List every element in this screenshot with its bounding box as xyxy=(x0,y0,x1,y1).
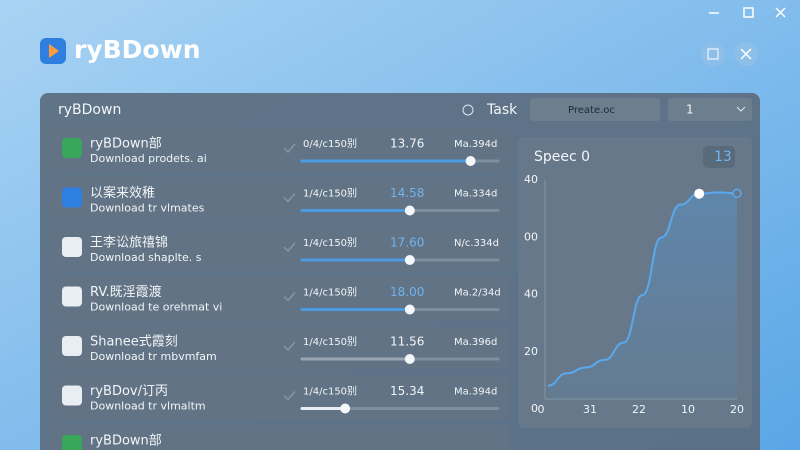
window-controls[interactable] xyxy=(709,7,786,18)
file-icon xyxy=(62,336,82,356)
file-subtitle: Download tr mbvmfam xyxy=(90,350,217,363)
y-tick-label: 40 xyxy=(524,173,538,186)
file-name: ryBDown部 xyxy=(90,434,162,449)
file-subtitle: Download shaplte. s xyxy=(90,251,202,264)
panel-button[interactable] xyxy=(701,42,725,66)
filter-dropdown[interactable] xyxy=(530,98,660,121)
file-name: 以案来效稚 xyxy=(90,186,155,201)
check-icon xyxy=(283,242,296,253)
file-eta: N/c.334d xyxy=(454,238,499,249)
progress-knob[interactable] xyxy=(404,255,415,265)
speed-title: Speec 0 xyxy=(534,149,590,165)
check-icon xyxy=(283,193,296,203)
speed-badge[interactable] xyxy=(703,146,735,168)
speed-badge-text: 13 xyxy=(714,149,732,165)
file-icon xyxy=(62,138,82,158)
file-name: RV.既淫霞渡 xyxy=(90,284,162,300)
y-tick-label: 40 xyxy=(524,288,538,301)
y-tick-label: 0 xyxy=(531,402,538,415)
file-eta: Ma.394d xyxy=(454,139,497,150)
file-subtitle: Download tr vlmaltm xyxy=(90,400,206,413)
check-icon xyxy=(283,341,296,352)
file-eta: Ma.2/34d xyxy=(454,288,501,299)
check-icon xyxy=(283,143,296,154)
file-icon xyxy=(62,385,82,406)
count-dropdown[interactable] xyxy=(668,98,752,121)
file-speed: 18.00 xyxy=(390,285,424,299)
file-size: 1/4/c150别 xyxy=(303,237,357,249)
check-icon xyxy=(283,292,296,302)
file-icon xyxy=(62,237,82,257)
speed-line xyxy=(547,191,738,387)
file-eta: Ma.394d xyxy=(454,387,497,398)
file-eta: Ma.396d xyxy=(454,337,497,348)
file-speed: 13.76 xyxy=(390,137,424,151)
file-icon xyxy=(62,435,82,450)
x-tick-label: 10 xyxy=(681,403,695,416)
x-tick-label: 22 xyxy=(632,403,646,416)
file-size: 1/4/c150别 xyxy=(303,336,357,348)
file-name: ryBDown部 xyxy=(90,137,162,152)
check-icon xyxy=(283,391,296,401)
file-name: Shanee式霞刻 xyxy=(90,335,178,350)
speed-marker xyxy=(694,188,705,199)
file-subtitle: Download te orehmat vi xyxy=(90,301,222,314)
file-speed: 15.34 xyxy=(390,384,424,398)
file-size: 0/4/c150别 xyxy=(303,138,357,150)
dropdown-arrow xyxy=(736,106,746,112)
file-name: ryBDov/订丙 xyxy=(90,384,168,399)
file-subtitle: Download tr vlmates xyxy=(90,202,205,215)
task-icon xyxy=(462,104,474,116)
file-speed: 11.56 xyxy=(390,335,424,349)
file-speed: 14.58 xyxy=(390,186,424,200)
count-text: 1 xyxy=(686,103,694,117)
file-eta: Ma.334d xyxy=(454,189,497,200)
x-tick-label: 0 xyxy=(538,403,545,416)
x-tick-label: 31 xyxy=(583,403,597,416)
file-speed: 17.60 xyxy=(390,236,424,250)
filter-text: Preate.oc xyxy=(568,105,615,116)
file-icon xyxy=(62,187,82,208)
file-size: 1/4/c150别 xyxy=(303,287,357,299)
panel-icon xyxy=(707,48,719,60)
progress-knob[interactable] xyxy=(404,205,415,216)
file-subtitle: Download prodets. ai xyxy=(90,152,207,165)
window-title: ryBDown xyxy=(58,102,121,118)
file-size: 1/4/c150别 xyxy=(303,188,357,200)
file-size: 1/4/c150别 xyxy=(303,386,357,398)
progress-knob[interactable] xyxy=(340,403,351,414)
progress-knob[interactable] xyxy=(404,354,415,364)
y-tick-label: 20 xyxy=(524,345,538,358)
logo xyxy=(40,38,66,64)
y-tick-label: 00 xyxy=(524,230,538,243)
task-tab[interactable]: Task xyxy=(486,102,518,118)
file-name: 王李讼旅禧锦 xyxy=(90,236,168,251)
speed-marker xyxy=(732,188,742,199)
progress-knob[interactable] xyxy=(404,304,415,315)
app-title: ryBDown xyxy=(74,35,201,64)
close-icon xyxy=(740,48,752,60)
x-tick-label: 20 xyxy=(730,403,744,416)
download-row[interactable] xyxy=(50,425,510,450)
file-icon xyxy=(62,286,82,307)
progress-knob[interactable] xyxy=(465,156,476,166)
